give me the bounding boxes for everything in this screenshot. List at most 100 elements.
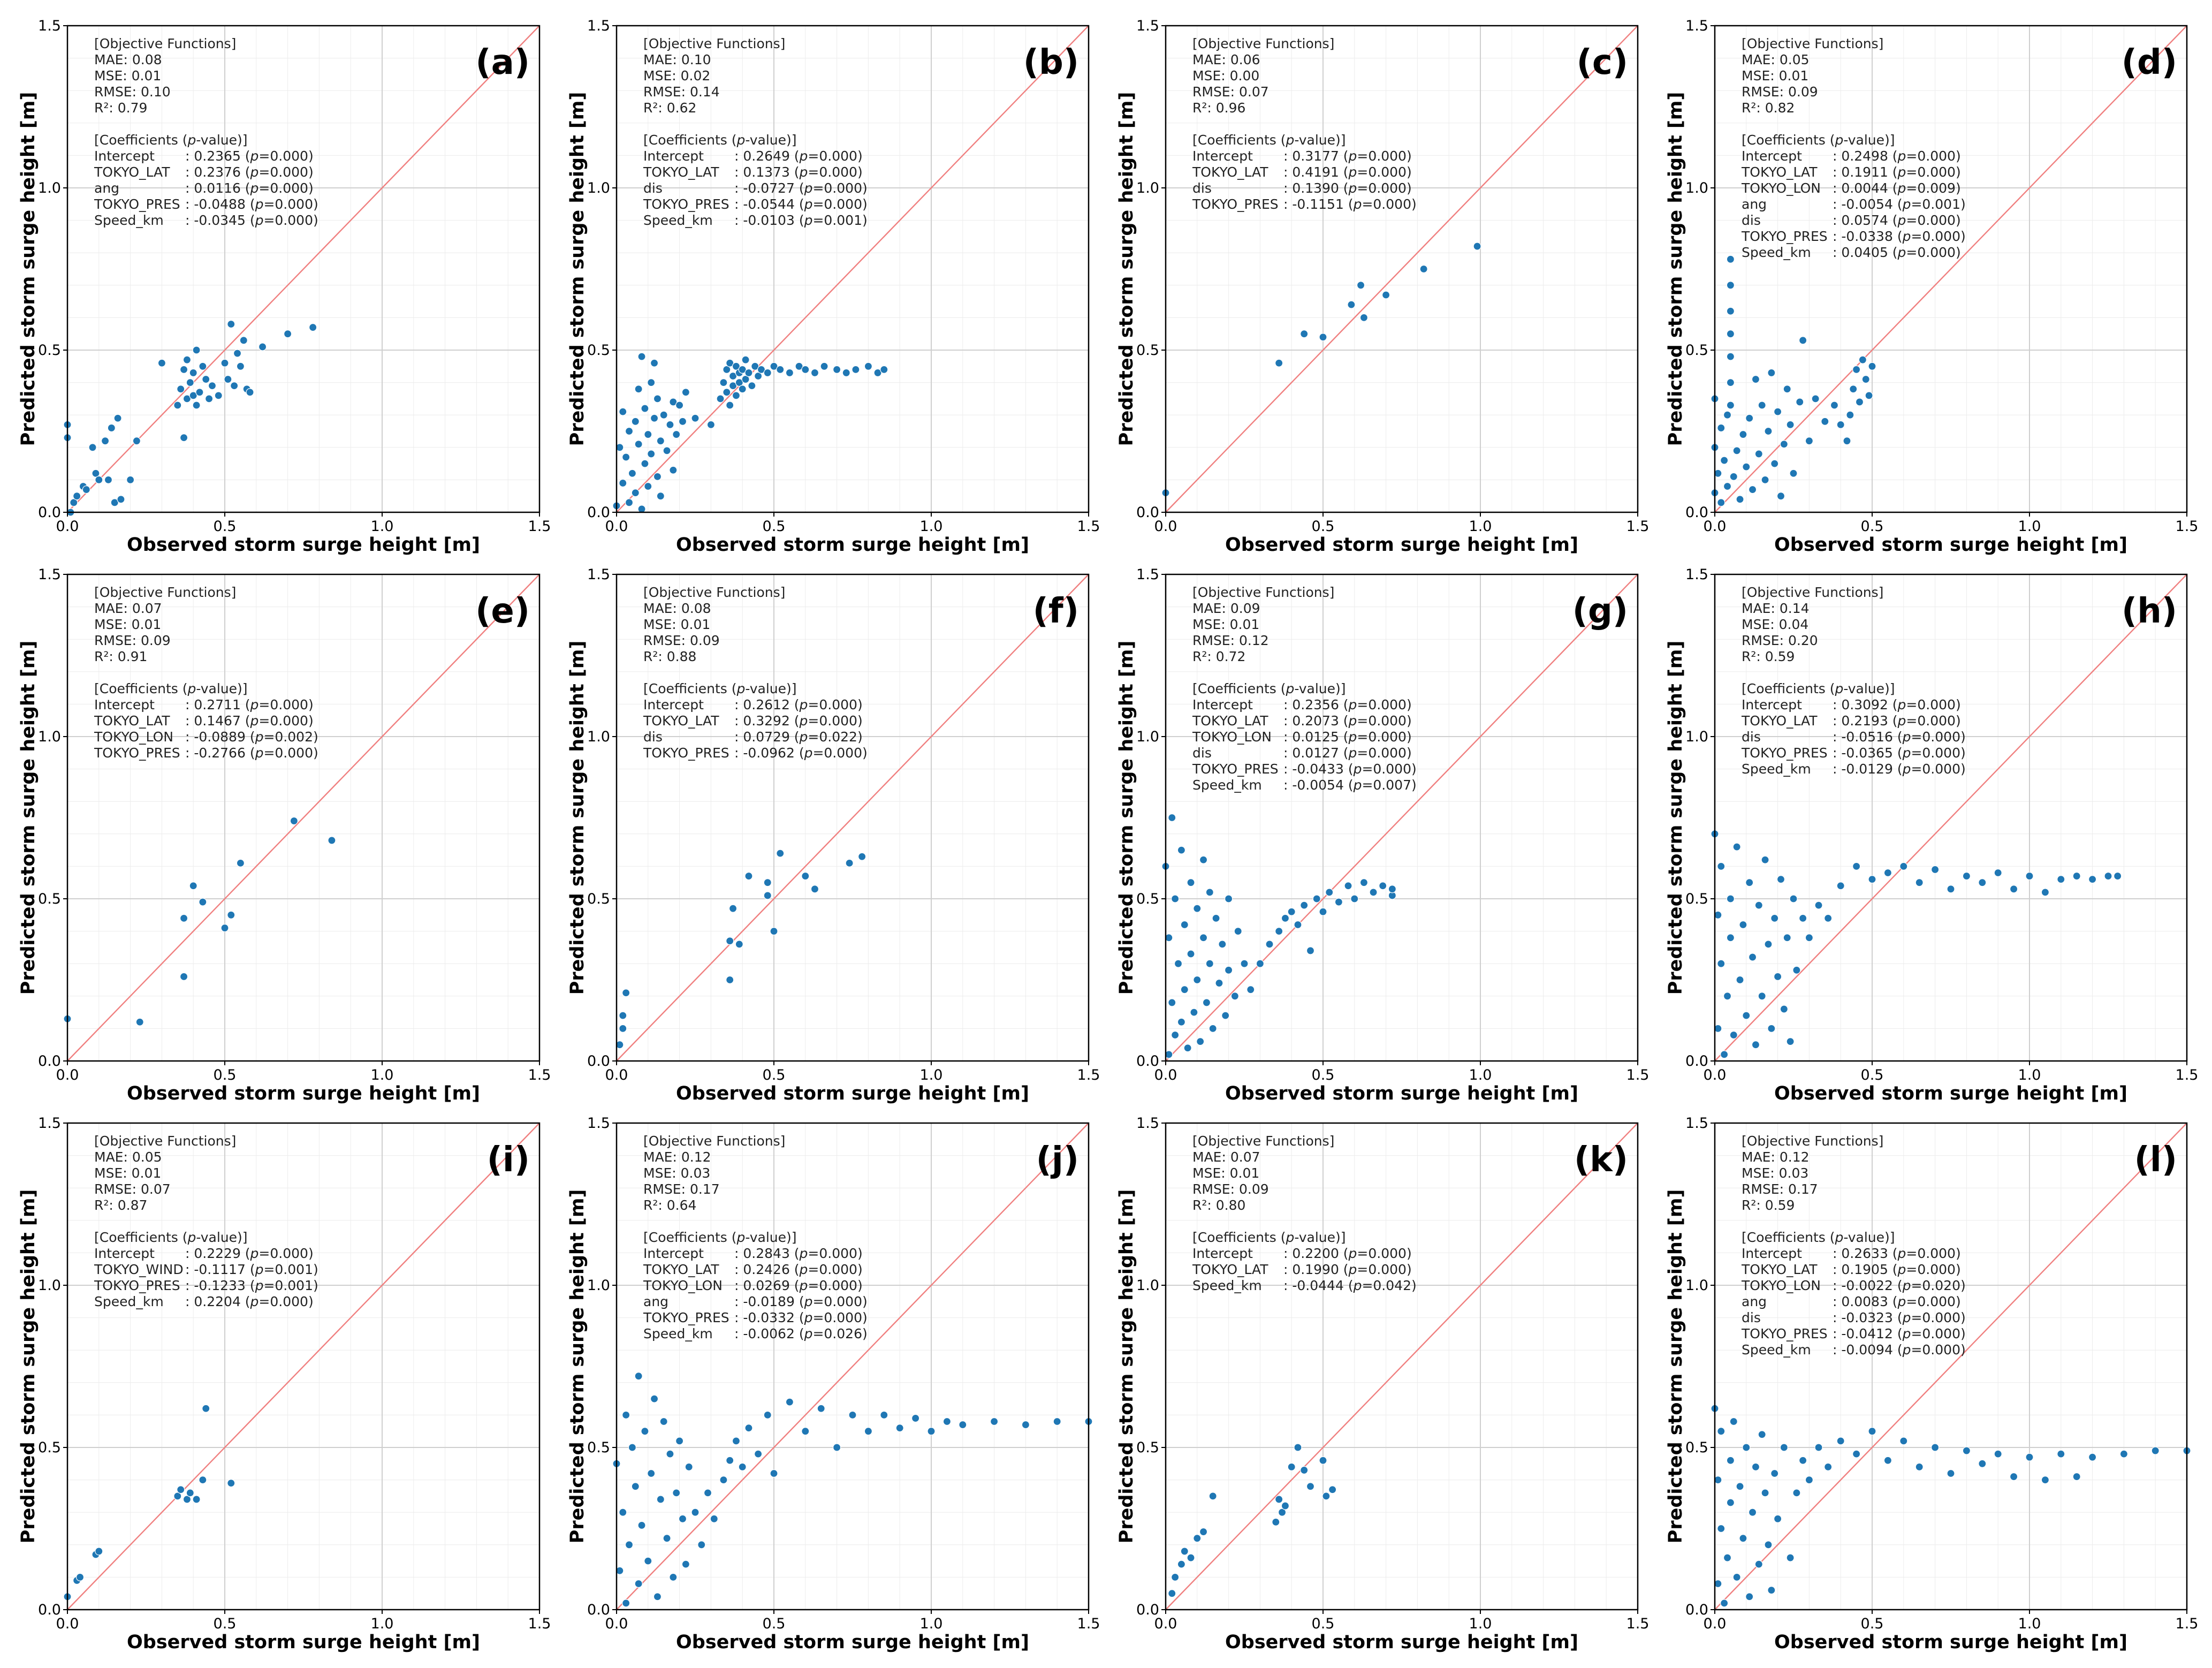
coefficient-name: TOKYO_PRES bbox=[1192, 761, 1279, 777]
y-tick-label: 0.0 bbox=[1685, 504, 1708, 521]
scatter-point bbox=[622, 1599, 630, 1608]
plot-frame bbox=[615, 1122, 1090, 1611]
panel-f: 0.00.0 0.5 0.5 1.0 1.0 1.5 1.5 Observed storm s… bbox=[567, 566, 1100, 1104]
coefficient-name: Intercept bbox=[643, 148, 704, 164]
x-tick-label: 1.0 bbox=[371, 1067, 394, 1083]
scatter-point bbox=[1792, 1489, 1801, 1497]
scatter-point bbox=[1836, 420, 1845, 429]
scatter-point bbox=[681, 1560, 690, 1568]
scatter-point bbox=[2088, 1453, 2097, 1461]
scatter-point bbox=[1717, 423, 1725, 433]
scatter-point bbox=[1761, 1489, 1769, 1497]
scatter-point bbox=[631, 417, 640, 426]
scatter-point bbox=[770, 927, 778, 936]
coefficient-name: dis bbox=[1742, 729, 1761, 745]
coefficient-line: TOKYO_LAT: 0.2193 (p=0.000) bbox=[1741, 713, 1961, 729]
objective-line: R²: 0.72 bbox=[1192, 649, 1245, 664]
scatter-point bbox=[1836, 882, 1845, 890]
coefficient-value: : 0.1467 (p=0.000) bbox=[185, 713, 314, 729]
scatter-point bbox=[663, 446, 671, 455]
one-to-one-line bbox=[1714, 574, 2187, 1062]
scatter-point bbox=[199, 898, 207, 906]
coefficient-name: dis bbox=[1742, 213, 1761, 228]
scatter-point bbox=[1770, 459, 1779, 468]
scatter-point bbox=[1306, 1482, 1315, 1491]
y-axis-label: Predicted storm surge height [m] bbox=[18, 92, 39, 446]
plot-frame bbox=[1714, 25, 2188, 513]
y-tick-label: 1.5 bbox=[587, 1115, 610, 1132]
scatter-point bbox=[726, 401, 734, 410]
scatter-point bbox=[669, 398, 678, 406]
coefficient-value: : 0.0083 (p=0.000) bbox=[1833, 1294, 1961, 1309]
y-axis-label: Predicted storm surge height [m] bbox=[567, 641, 588, 995]
y-tick-label: 0.0 bbox=[1136, 1053, 1159, 1070]
scatter-point bbox=[1739, 1534, 1747, 1543]
coefficient-name: Speed_km bbox=[94, 1294, 164, 1309]
coefficient-value: : 0.4191 (p=0.000) bbox=[1283, 164, 1412, 180]
coefficient-value: : 0.1990 (p=0.000) bbox=[1283, 1262, 1412, 1277]
objective-header: [Objective Functions] bbox=[643, 36, 785, 51]
scatter-point bbox=[1225, 894, 1233, 903]
scatter-point bbox=[82, 485, 90, 494]
scatter-point bbox=[634, 1372, 643, 1381]
scatter-point bbox=[75, 1573, 85, 1581]
objective-line: MSE: 0.04 bbox=[1742, 617, 1808, 632]
scatter-point bbox=[1225, 966, 1233, 974]
scatter-point bbox=[202, 1404, 210, 1413]
coefficient-value: : 0.2229 (p=0.000) bbox=[185, 1246, 314, 1261]
objective-line: MSE: 0.03 bbox=[1742, 1165, 1808, 1181]
scatter-point bbox=[691, 414, 700, 422]
scatter-point bbox=[880, 365, 888, 374]
x-tick-label: 0.5 bbox=[763, 1616, 786, 1632]
scatter-point bbox=[236, 362, 245, 370]
scatter-point bbox=[107, 423, 116, 433]
scatter-point bbox=[246, 388, 254, 397]
y-tick-label: 0.5 bbox=[587, 891, 610, 907]
scatter-point bbox=[1748, 953, 1757, 961]
scatter-point bbox=[1275, 927, 1283, 936]
scatter-point bbox=[817, 1404, 825, 1413]
coefficient-value: : 0.1905 (p=0.000) bbox=[1833, 1262, 1961, 1277]
scatter-point bbox=[622, 1411, 630, 1419]
scatter-point bbox=[1359, 878, 1369, 887]
scatter-point bbox=[864, 362, 873, 370]
panel-label: (f) bbox=[1033, 592, 1079, 631]
scatter-point bbox=[1994, 1450, 2002, 1458]
scatter-point bbox=[1190, 1008, 1198, 1017]
scatter-point bbox=[1799, 336, 1807, 345]
panel-label: (k) bbox=[1574, 1140, 1628, 1180]
x-tick-label: 1.5 bbox=[528, 1067, 551, 1083]
objective-line: R²: 0.80 bbox=[1192, 1197, 1245, 1213]
scatter-point bbox=[1729, 1030, 1738, 1040]
scatter-point bbox=[1726, 330, 1735, 338]
scatter-point bbox=[656, 437, 665, 445]
scatter-point bbox=[1805, 934, 1813, 942]
y-tick-label: 0.5 bbox=[1685, 891, 1708, 907]
x-tick-label: 1.0 bbox=[371, 1616, 394, 1632]
coefficient-value: : 0.2376 (p=0.000) bbox=[185, 164, 314, 180]
scatter-point bbox=[669, 1573, 678, 1581]
scatter-point bbox=[959, 1420, 967, 1429]
objective-header: [Objective Functions] bbox=[1742, 585, 1883, 600]
scatter-point bbox=[1171, 894, 1180, 903]
scatter-point bbox=[205, 395, 214, 403]
coefficient-value: : 0.1911 (p=0.000) bbox=[1833, 164, 1961, 180]
y-tick-label: 0.5 bbox=[587, 1439, 610, 1456]
scatter-point bbox=[728, 904, 738, 913]
scatter-point bbox=[653, 1593, 662, 1601]
coefficient-name: Speed_km bbox=[1192, 1278, 1262, 1293]
coefficient-name: ang bbox=[94, 180, 119, 196]
panel-label: (b) bbox=[1023, 43, 1079, 82]
objective-line: RMSE: 0.17 bbox=[1742, 1181, 1818, 1197]
one-to-one-line bbox=[67, 1123, 540, 1610]
scatter-point bbox=[1783, 385, 1791, 393]
coefficient-name: TOKYO_LON bbox=[1192, 729, 1272, 745]
scatter-point bbox=[2057, 875, 2065, 884]
coefficient-value: : -0.0433 (p=0.000) bbox=[1283, 761, 1417, 777]
scatter-point bbox=[92, 469, 100, 477]
scatter-point bbox=[656, 492, 665, 501]
coefficient-value: : 0.0116 (p=0.000) bbox=[185, 180, 314, 196]
coefficient-line: TOKYO_LAT: 0.4191 (p=0.000) bbox=[1192, 164, 1412, 180]
scatter-point bbox=[852, 365, 860, 374]
scatter-point bbox=[183, 395, 192, 403]
